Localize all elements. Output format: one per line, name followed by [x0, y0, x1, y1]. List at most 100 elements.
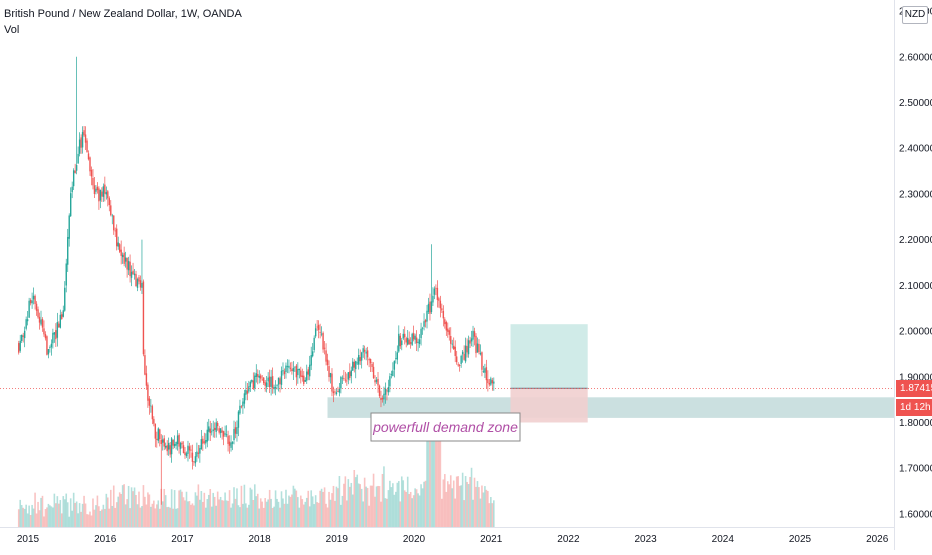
candle-body: [193, 461, 195, 463]
volume-bar: [215, 505, 217, 527]
volume-bar: [34, 492, 36, 527]
candle-body: [148, 398, 151, 406]
candle-body: [179, 443, 182, 449]
candle-body: [156, 438, 158, 440]
candle-body: [264, 382, 266, 386]
candle-body: [352, 361, 354, 371]
candle-body: [151, 406, 154, 420]
candle-body: [200, 439, 203, 450]
volume-bar: [371, 485, 373, 527]
volume-bar: [446, 481, 449, 527]
candle-body: [123, 252, 125, 264]
candle-body: [145, 373, 148, 386]
candle-body: [390, 374, 393, 376]
volume-bar: [460, 485, 462, 527]
volume-bar: [308, 506, 311, 527]
candle-body: [445, 321, 448, 331]
volume-bar: [121, 485, 124, 527]
symbol-title[interactable]: British Pound / New Zealand Dollar, 1W, …: [4, 8, 242, 20]
candle-body: [175, 442, 177, 446]
volume-bar: [169, 507, 171, 527]
volume-bar: [81, 503, 84, 527]
volume-bar: [172, 508, 174, 527]
volume-bar: [487, 491, 489, 527]
candle-body: [258, 375, 260, 378]
candle-body: [421, 327, 424, 329]
candle-body: [369, 359, 372, 364]
volume-bar: [357, 483, 360, 527]
candle-body: [433, 288, 436, 295]
volume-bar: [418, 495, 421, 527]
volume-bar: [253, 484, 256, 527]
candle-body: [19, 340, 21, 351]
candle-body: [138, 277, 140, 282]
volume-bar: [360, 488, 363, 527]
volume-bar: [154, 508, 157, 527]
volume-bar: [17, 509, 20, 527]
volume-bar: [196, 495, 198, 527]
candle-body: [121, 254, 124, 258]
annotation-layer[interactable]: powerfull demand zone: [370, 412, 521, 442]
countdown-tag: 1d 12h: [896, 398, 932, 416]
volume-bar: [23, 508, 26, 527]
volume-bar: [252, 499, 255, 527]
candle-body: [136, 279, 139, 288]
candle-body: [205, 440, 207, 444]
volume-bar: [52, 507, 54, 527]
candle-body: [68, 215, 70, 239]
volume-bar: [316, 502, 318, 527]
volume-bar: [350, 482, 353, 527]
candle-body: [454, 346, 456, 356]
candle-body: [362, 348, 364, 353]
candle-body: [280, 370, 283, 385]
volume-bar: [178, 490, 180, 527]
annotation-text: powerfull demand zone: [372, 419, 518, 435]
candle-body: [401, 340, 403, 346]
candle-body: [26, 319, 29, 322]
volume-bar: [37, 501, 39, 527]
candle-body: [96, 186, 99, 191]
candle-body: [25, 319, 27, 329]
volume-bar: [274, 490, 277, 527]
candle-body: [424, 320, 427, 323]
y-tick-label: 2.00000: [899, 327, 932, 338]
candle-body: [457, 364, 459, 366]
volume-bar: [415, 489, 418, 527]
volume-bar: [421, 488, 424, 527]
candle-body: [147, 384, 149, 401]
volume-bar: [114, 507, 117, 527]
candle-body: [59, 314, 62, 328]
volume-bar: [479, 498, 482, 527]
candle-body: [384, 388, 387, 395]
volume-label[interactable]: Vol: [4, 24, 20, 36]
volume-bar: [490, 497, 492, 527]
volume-bar: [93, 509, 96, 527]
volume-bar: [369, 485, 372, 527]
candle-body: [344, 379, 347, 381]
candle-body: [110, 205, 112, 216]
candle-body: [427, 303, 430, 312]
position-tool[interactable]: [0, 324, 894, 423]
volume-bar: [351, 494, 354, 527]
candle-body: [240, 406, 243, 408]
volume-bar: [455, 476, 458, 527]
candle-body: [99, 189, 102, 201]
volume-bar: [35, 513, 38, 527]
candle-body: [32, 295, 35, 300]
candle-body: [301, 375, 303, 378]
volume-bar: [65, 493, 68, 527]
volume-bar: [461, 472, 464, 527]
volume-bar: [353, 470, 356, 527]
candle-body: [239, 405, 241, 414]
volume-bar: [411, 498, 413, 527]
volume-bar: [55, 503, 57, 527]
volume-bar: [484, 486, 486, 527]
candle-body: [381, 397, 384, 400]
currency-badge[interactable]: NZD: [902, 6, 928, 24]
volume-bar: [136, 504, 139, 527]
volume-bar: [386, 498, 388, 527]
volume-bar: [63, 499, 66, 527]
volume-bar: [478, 487, 480, 527]
